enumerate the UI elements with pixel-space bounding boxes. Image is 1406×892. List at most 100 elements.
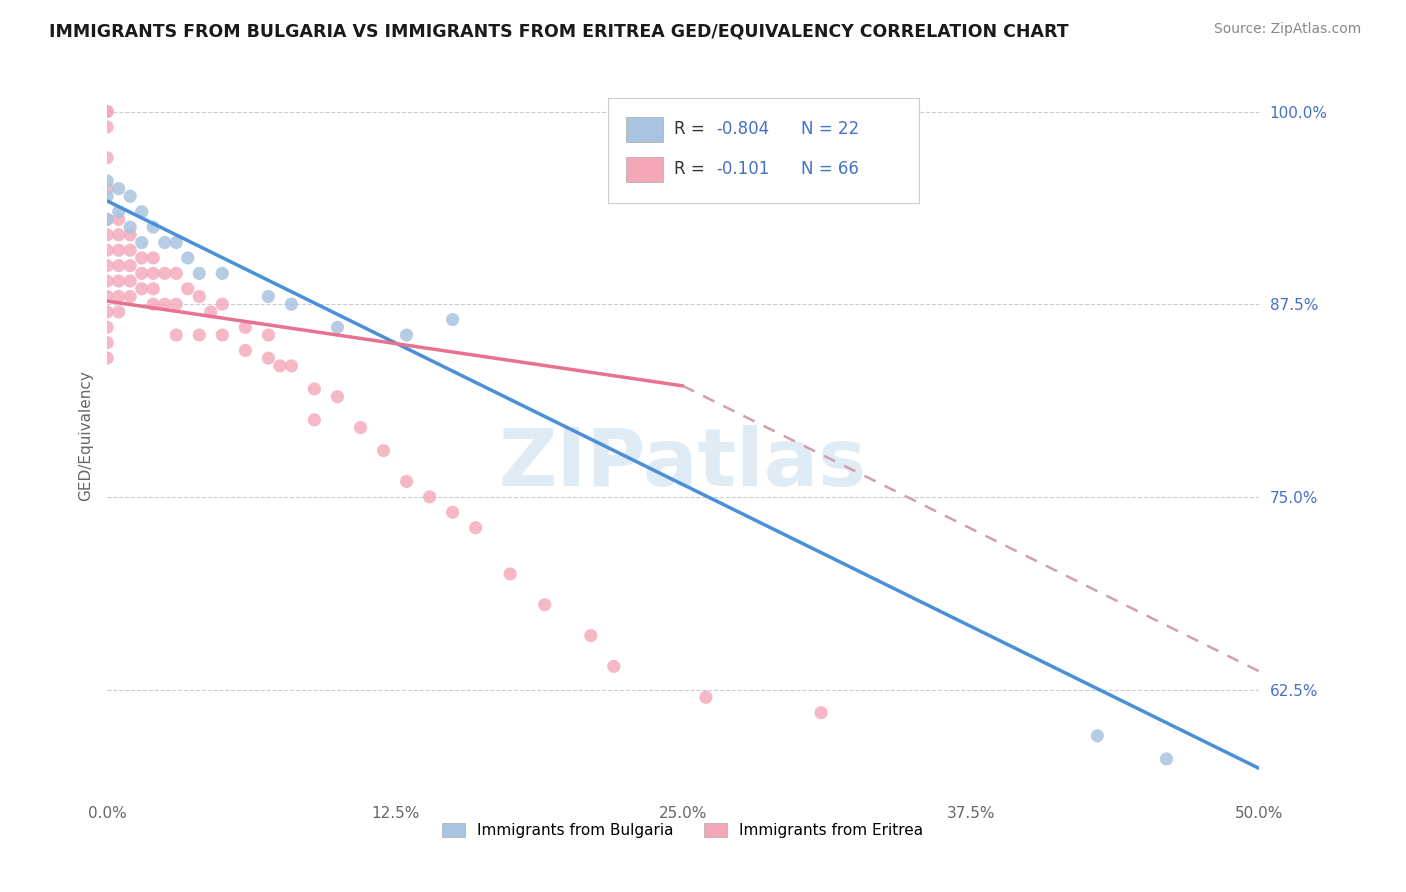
Point (153, 297, 176, 311)
Point (1087, 729, 1109, 743)
Point (233, 343, 256, 358)
Point (211, 297, 233, 311)
Point (533, 598, 555, 612)
Point (211, 266, 233, 280)
Point (326, 390, 349, 404)
Point (165, 266, 187, 280)
Point (120, 259, 142, 273)
Point (257, 289, 280, 303)
Point (120, 244, 142, 258)
Point (165, 297, 187, 311)
Point (441, 312, 464, 326)
Point (165, 235, 187, 250)
Point (188, 289, 211, 303)
Point (233, 320, 256, 334)
Point (200, 305, 222, 319)
Point (188, 266, 211, 280)
Point (96, 212, 118, 227)
Point (96, 189, 118, 203)
Point (349, 420, 371, 434)
Point (395, 475, 418, 489)
Point (120, 289, 142, 303)
Point (142, 251, 165, 265)
Text: -0.101: -0.101 (716, 161, 769, 178)
Point (120, 274, 142, 288)
Point (96, 320, 118, 334)
Point (96, 181, 118, 195)
Point (107, 274, 129, 288)
Point (96, 212, 118, 227)
Point (188, 328, 211, 343)
Text: IMMIGRANTS FROM BULGARIA VS IMMIGRANTS FROM ERITREA GED/EQUIVALENCY CORRELATION : IMMIGRANTS FROM BULGARIA VS IMMIGRANTS F… (49, 22, 1069, 40)
Point (107, 212, 129, 227)
Text: ZIPatlas: ZIPatlas (499, 425, 868, 503)
Point (107, 289, 129, 303)
Text: R =: R = (673, 161, 714, 178)
Point (107, 181, 129, 195)
Point (96, 174, 118, 188)
Text: N = 22: N = 22 (801, 120, 859, 138)
Point (419, 490, 441, 504)
Point (373, 443, 395, 458)
Point (131, 266, 153, 280)
Point (96, 104, 118, 119)
Point (96, 351, 118, 366)
Point (269, 359, 291, 373)
Y-axis label: GED/Equivalency: GED/Equivalency (79, 370, 93, 500)
Text: N = 66: N = 66 (801, 161, 859, 178)
Point (96, 244, 118, 258)
Point (165, 328, 187, 343)
Point (96, 104, 118, 119)
Point (96, 120, 118, 134)
Point (177, 282, 200, 296)
Point (107, 244, 129, 258)
Point (131, 282, 153, 296)
Point (304, 413, 326, 427)
Point (326, 320, 349, 334)
Point (107, 227, 129, 242)
Point (810, 706, 832, 720)
Point (142, 282, 165, 296)
Point (96, 274, 118, 288)
Point (499, 566, 522, 581)
Point (96, 259, 118, 273)
Point (153, 266, 176, 280)
Point (211, 328, 233, 343)
Point (280, 297, 302, 311)
Point (280, 359, 302, 373)
Point (142, 220, 165, 235)
Point (177, 251, 200, 265)
Point (120, 189, 142, 203)
Point (107, 305, 129, 319)
Point (120, 220, 142, 235)
Point (131, 204, 153, 219)
Point (142, 266, 165, 280)
Point (96, 289, 118, 303)
Point (96, 305, 118, 319)
Point (153, 235, 176, 250)
Text: -0.804: -0.804 (716, 120, 769, 138)
Point (131, 235, 153, 250)
FancyBboxPatch shape (627, 117, 664, 142)
Point (107, 204, 129, 219)
Text: Source: ZipAtlas.com: Source: ZipAtlas.com (1213, 22, 1361, 37)
Point (1156, 752, 1178, 766)
Legend: Immigrants from Bulgaria, Immigrants from Eritrea: Immigrants from Bulgaria, Immigrants fro… (436, 817, 929, 844)
Point (304, 382, 326, 396)
Point (131, 251, 153, 265)
Point (441, 505, 464, 519)
FancyBboxPatch shape (627, 157, 664, 182)
Point (395, 328, 418, 343)
Point (257, 351, 280, 366)
Point (579, 629, 602, 643)
FancyBboxPatch shape (607, 98, 920, 203)
Point (257, 328, 280, 343)
Point (96, 151, 118, 165)
Point (464, 521, 486, 535)
Point (96, 227, 118, 242)
Point (142, 297, 165, 311)
Point (96, 335, 118, 350)
Point (603, 659, 626, 673)
Point (107, 259, 129, 273)
Point (695, 690, 717, 705)
